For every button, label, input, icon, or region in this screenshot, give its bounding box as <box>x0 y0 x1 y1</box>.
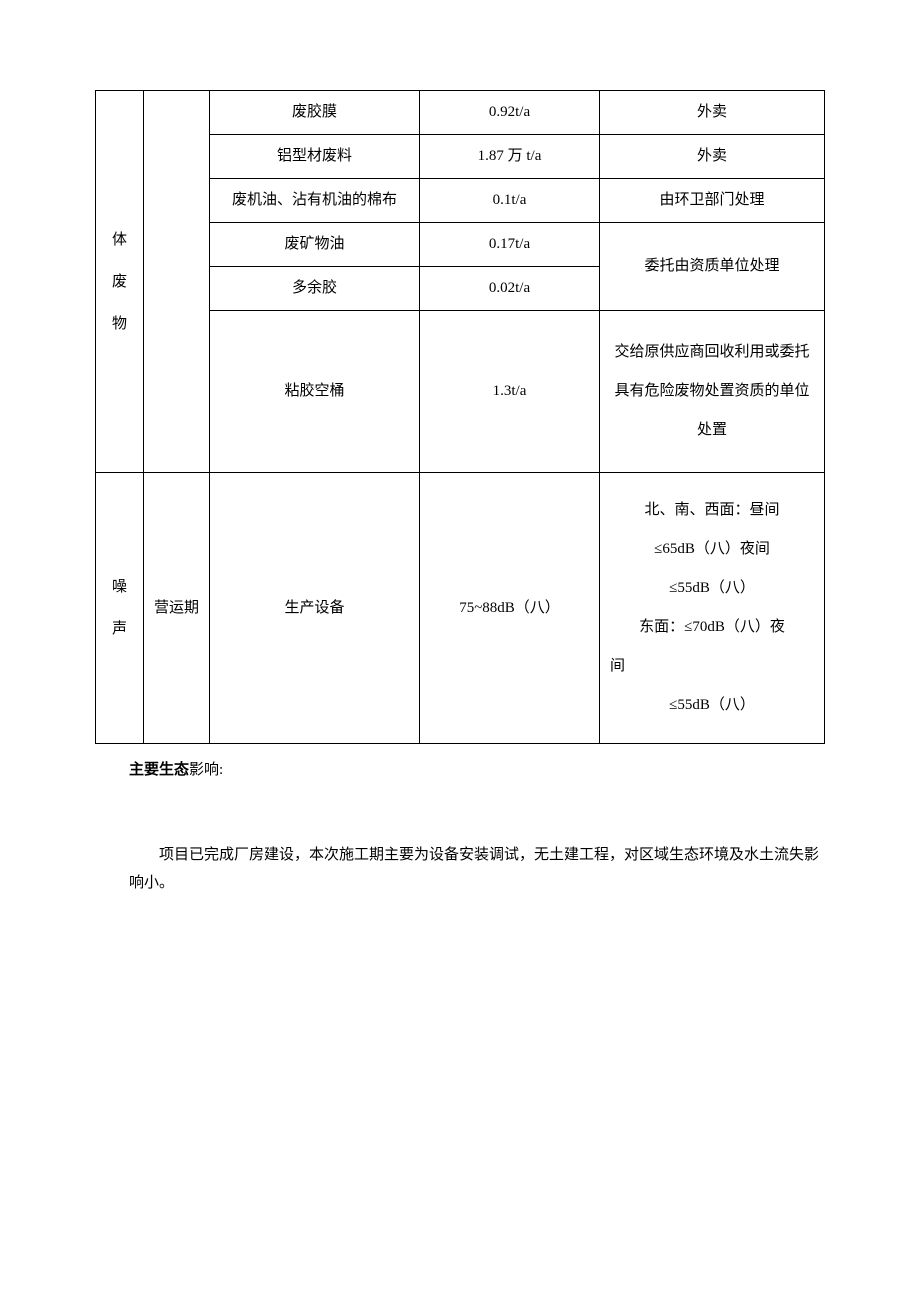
waste-amount: 0.02t/a <box>420 267 600 311</box>
waste-name: 废机油、沾有机油的棉布 <box>210 179 420 223</box>
noise-source: 生产设备 <box>210 473 420 744</box>
noise-limit-line: 间 <box>608 647 816 686</box>
eco-impact-heading: 主要生态影响: <box>129 756 825 785</box>
noise-limit-line: ≤65dB（八）夜间 <box>654 541 770 557</box>
row-header-noise: 噪 声 <box>96 473 144 744</box>
vcol-char: 体 <box>104 219 135 261</box>
waste-name: 粘胶空桶 <box>210 311 420 473</box>
waste-amount: 0.17t/a <box>420 223 600 267</box>
phase-cell: 营运期 <box>144 473 210 744</box>
waste-noise-table: 体 废 物 废胶膜 0.92t/a 外卖 铝型材废料 1.87 万 t/a 外卖… <box>95 90 825 744</box>
waste-disposal: 委托由资质单位处理 <box>600 223 825 311</box>
vcol-char: 声 <box>104 608 135 650</box>
vcol-char: 物 <box>104 303 135 345</box>
noise-limit-line: 东面：≤70dB（八）夜 <box>639 619 785 635</box>
phase-cell-empty <box>144 91 210 473</box>
noise-limit-line: ≤55dB（八） <box>669 580 755 596</box>
table-row: 噪 声 营运期 生产设备 75~88dB（八） 北、南、西面：昼间 ≤65dB（… <box>96 473 825 744</box>
waste-disposal: 由环卫部门处理 <box>600 179 825 223</box>
row-header-solid-waste: 体 废 物 <box>96 91 144 473</box>
waste-name: 废胶膜 <box>210 91 420 135</box>
noise-limits: 北、南、西面：昼间 ≤65dB（八）夜间 ≤55dB（八） 东面：≤70dB（八… <box>600 473 825 744</box>
waste-amount: 1.87 万 t/a <box>420 135 600 179</box>
body-text-block: 主要生态影响: 项目已完成厂房建设，本次施工期主要为设备安装调试，无土建工程，对… <box>95 756 825 898</box>
noise-limit-line: 北、南、西面：昼间 <box>644 502 779 518</box>
noise-level: 75~88dB（八） <box>420 473 600 744</box>
waste-name: 铝型材废料 <box>210 135 420 179</box>
vcol-char: 废 <box>104 261 135 303</box>
waste-name: 废矿物油 <box>210 223 420 267</box>
table-row: 体 废 物 废胶膜 0.92t/a 外卖 <box>96 91 825 135</box>
waste-disposal: 交给原供应商回收利用或委托具有危险废物处置资质的单位处置 <box>600 311 825 473</box>
eco-impact-paragraph: 项目已完成厂房建设，本次施工期主要为设备安装调试，无土建工程，对区域生态环境及水… <box>129 841 825 898</box>
waste-disposal: 外卖 <box>600 91 825 135</box>
noise-limit-line: ≤55dB（八） <box>669 697 755 713</box>
waste-amount: 1.3t/a <box>420 311 600 473</box>
waste-name: 多余胶 <box>210 267 420 311</box>
waste-amount: 0.92t/a <box>420 91 600 135</box>
waste-amount: 0.1t/a <box>420 179 600 223</box>
heading-bold: 主要生态 <box>129 762 189 778</box>
heading-rest: 影响: <box>189 762 223 778</box>
waste-disposal: 外卖 <box>600 135 825 179</box>
vcol-char: 噪 <box>104 566 135 608</box>
